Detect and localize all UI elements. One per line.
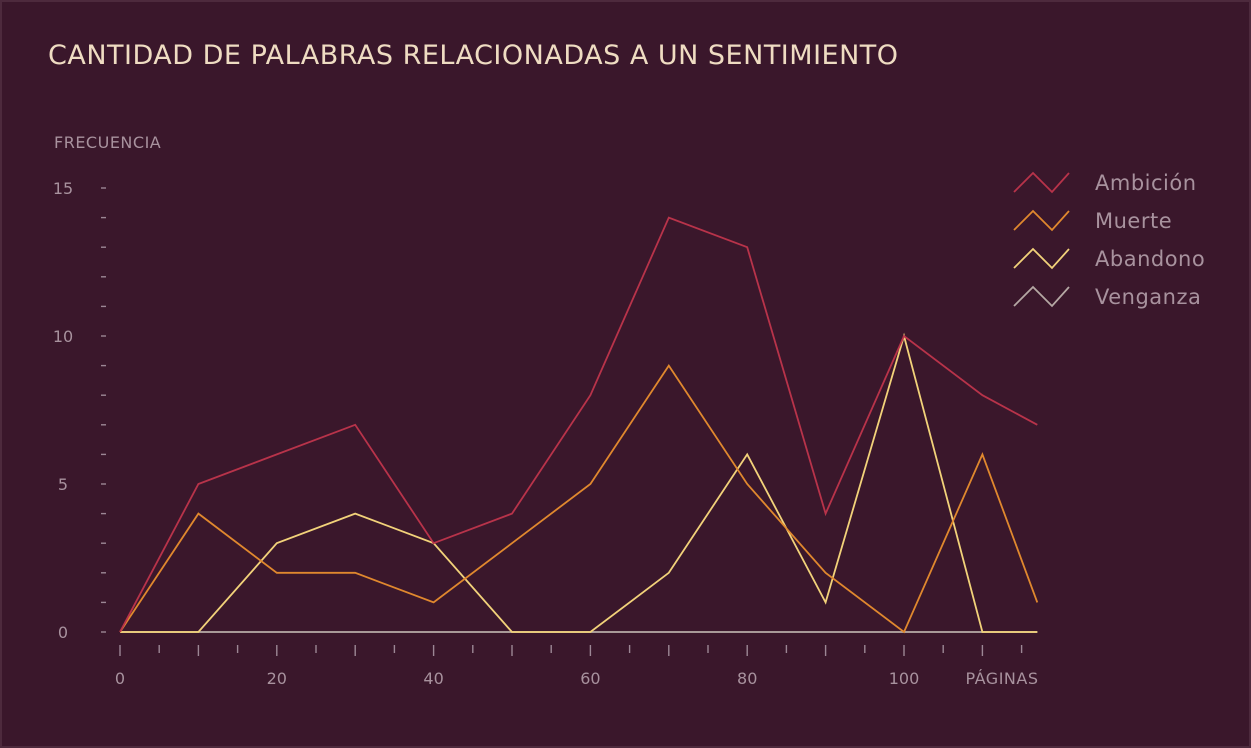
chart-title: CANTIDAD DE PALABRAS RELACIONADAS A UN S… bbox=[48, 40, 899, 71]
series-layer bbox=[119, 216, 1039, 634]
y-axis: 0 5 10 15 bbox=[53, 179, 106, 642]
legend-label-abandono: Abandono bbox=[1095, 247, 1205, 271]
series-line-muerte bbox=[119, 363, 1039, 634]
x-tick-label: 40 bbox=[423, 669, 443, 688]
legend-label-venganza: Venganza bbox=[1095, 285, 1201, 309]
legend-label-ambicion: Ambición bbox=[1095, 171, 1197, 195]
x-axis: 0 20 40 60 80 100 bbox=[115, 631, 1038, 688]
y-tick-label: 5 bbox=[58, 475, 68, 494]
legend-label-muerte: Muerte bbox=[1095, 209, 1172, 233]
legend-swatch-muerte bbox=[1013, 209, 1070, 232]
x-axis-title: PÁGINAS bbox=[966, 669, 1039, 688]
legend-swatch-venganza bbox=[1013, 285, 1070, 308]
y-tick-label: 15 bbox=[53, 179, 73, 198]
y-tick-label: 10 bbox=[53, 327, 73, 346]
x-tick-label: 80 bbox=[737, 669, 757, 688]
legend-swatch-ambicion bbox=[1013, 171, 1070, 194]
series-line-ambicion bbox=[119, 216, 1038, 633]
y-axis-title: FRECUENCIA bbox=[54, 133, 161, 152]
x-tick-label: 100 bbox=[889, 669, 920, 688]
x-tick-label: 0 bbox=[115, 669, 125, 688]
legend-swatch-abandono bbox=[1013, 247, 1070, 270]
x-tick-label: 20 bbox=[267, 669, 287, 688]
x-tick-label: 60 bbox=[580, 669, 600, 688]
y-tick-label: 0 bbox=[58, 623, 68, 642]
series-line-abandono bbox=[120, 332, 1038, 633]
legend: Ambición Muerte Abandono Venganza bbox=[1013, 171, 1205, 309]
